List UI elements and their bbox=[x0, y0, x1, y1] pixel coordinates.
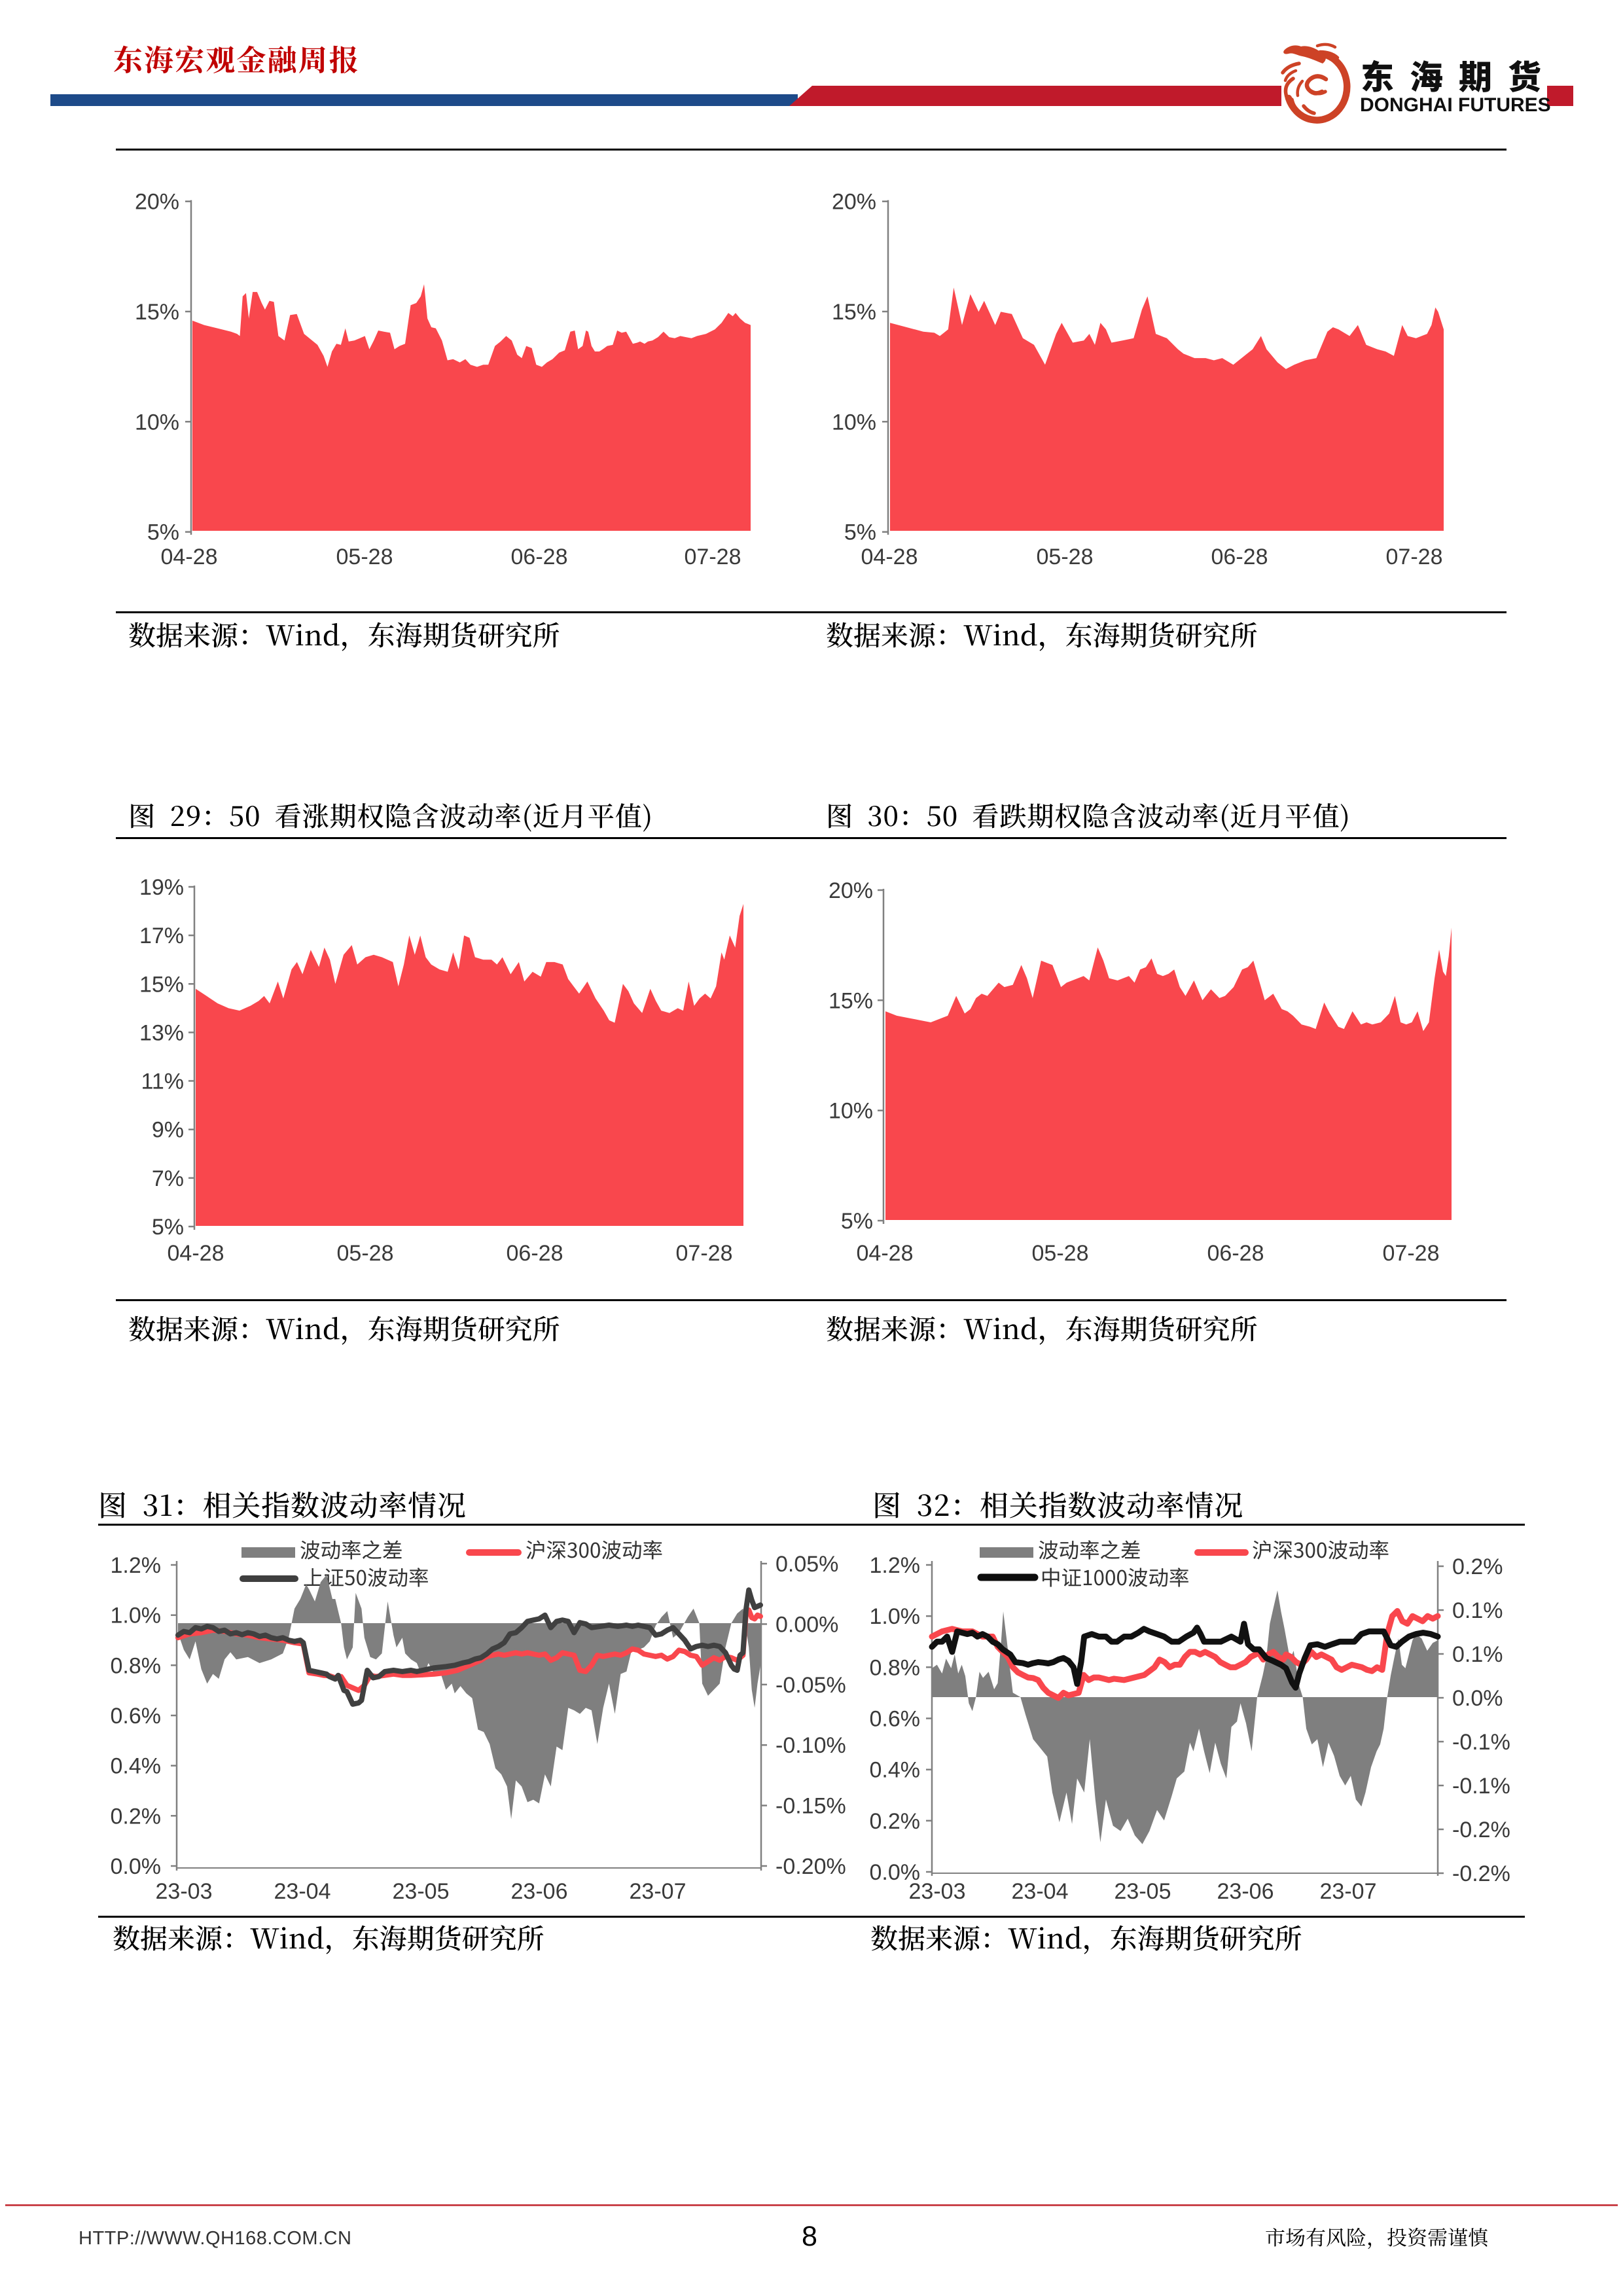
svg-text:7%: 7% bbox=[152, 1166, 184, 1191]
svg-text:1.0%: 1.0% bbox=[111, 1604, 162, 1628]
svg-text:15%: 15% bbox=[139, 972, 184, 997]
svg-text:0.4%: 0.4% bbox=[111, 1754, 162, 1779]
svg-text:0.1%: 0.1% bbox=[1452, 1598, 1503, 1623]
svg-text:0.8%: 0.8% bbox=[111, 1653, 162, 1678]
svg-text:11%: 11% bbox=[141, 1069, 184, 1094]
svg-text:0.0%: 0.0% bbox=[870, 1860, 921, 1885]
svg-text:04-28: 04-28 bbox=[861, 545, 918, 569]
svg-text:HTTP://WWW.QH168.COM.CN: HTTP://WWW.QH168.COM.CN bbox=[79, 2228, 352, 2249]
svg-text:20%: 20% bbox=[829, 878, 873, 903]
svg-text:07-28: 07-28 bbox=[1383, 1241, 1440, 1266]
svg-text:23-03: 23-03 bbox=[156, 1879, 213, 1904]
svg-text:05-28: 05-28 bbox=[1032, 1241, 1089, 1266]
svg-text:19%: 19% bbox=[139, 875, 184, 900]
svg-text:0.0%: 0.0% bbox=[1452, 1686, 1503, 1711]
svg-text:-0.05%: -0.05% bbox=[776, 1673, 846, 1698]
svg-text:04-28: 04-28 bbox=[857, 1241, 914, 1266]
svg-text:15%: 15% bbox=[829, 988, 873, 1013]
svg-text:0.4%: 0.4% bbox=[870, 1758, 921, 1783]
svg-text:23-03: 23-03 bbox=[909, 1879, 966, 1904]
svg-text:-0.20%: -0.20% bbox=[776, 1854, 846, 1879]
svg-text:0.2%: 0.2% bbox=[111, 1804, 162, 1829]
svg-text:20%: 20% bbox=[832, 190, 876, 215]
svg-text:1.2%: 1.2% bbox=[870, 1553, 921, 1578]
svg-text:07-28: 07-28 bbox=[685, 545, 741, 569]
svg-text:23-05: 23-05 bbox=[393, 1879, 450, 1904]
svg-text:-0.15%: -0.15% bbox=[776, 1794, 846, 1819]
svg-text:04-28: 04-28 bbox=[161, 545, 218, 569]
svg-text:06-28: 06-28 bbox=[507, 1241, 563, 1266]
svg-text:0.00%: 0.00% bbox=[776, 1612, 838, 1637]
svg-text:0.05%: 0.05% bbox=[776, 1552, 838, 1577]
svg-text:-0.10%: -0.10% bbox=[776, 1733, 846, 1758]
svg-text:1.0%: 1.0% bbox=[870, 1604, 921, 1629]
svg-text:DONGHAI FUTURES: DONGHAI FUTURES bbox=[1360, 94, 1551, 116]
svg-text:1.2%: 1.2% bbox=[111, 1553, 162, 1578]
svg-text:10%: 10% bbox=[832, 410, 876, 435]
svg-text:23-05: 23-05 bbox=[1115, 1879, 1171, 1904]
svg-text:8: 8 bbox=[802, 2221, 817, 2252]
svg-text:05-28: 05-28 bbox=[336, 545, 393, 569]
svg-text:23-04: 23-04 bbox=[1012, 1879, 1069, 1904]
svg-text:06-28: 06-28 bbox=[1211, 545, 1268, 569]
svg-text:10%: 10% bbox=[829, 1099, 873, 1124]
svg-text:-0.2%: -0.2% bbox=[1452, 1818, 1510, 1842]
svg-text:20%: 20% bbox=[135, 190, 179, 215]
svg-text:0.6%: 0.6% bbox=[870, 1707, 921, 1732]
svg-text:13%: 13% bbox=[139, 1020, 184, 1045]
svg-text:5%: 5% bbox=[152, 1215, 184, 1240]
svg-text:5%: 5% bbox=[844, 520, 876, 545]
svg-text:-0.1%: -0.1% bbox=[1452, 1730, 1510, 1755]
svg-text:05-28: 05-28 bbox=[337, 1241, 394, 1266]
svg-text:23-06: 23-06 bbox=[511, 1879, 568, 1904]
svg-text:06-28: 06-28 bbox=[511, 545, 568, 569]
svg-text:07-28: 07-28 bbox=[676, 1241, 733, 1266]
svg-text:0.8%: 0.8% bbox=[870, 1655, 921, 1680]
svg-text:0.0%: 0.0% bbox=[111, 1854, 162, 1879]
svg-text:-0.2%: -0.2% bbox=[1452, 1861, 1510, 1886]
svg-text:9%: 9% bbox=[152, 1118, 184, 1143]
svg-text:15%: 15% bbox=[135, 300, 179, 325]
svg-text:0.2%: 0.2% bbox=[1452, 1554, 1503, 1579]
svg-text:23-06: 23-06 bbox=[1217, 1879, 1274, 1904]
svg-text:04-28: 04-28 bbox=[168, 1241, 224, 1266]
svg-text:0.6%: 0.6% bbox=[111, 1704, 162, 1729]
svg-text:23-07: 23-07 bbox=[1320, 1879, 1377, 1904]
svg-text:15%: 15% bbox=[832, 300, 876, 325]
svg-text:5%: 5% bbox=[841, 1209, 873, 1234]
svg-text:05-28: 05-28 bbox=[1037, 545, 1094, 569]
svg-text:-0.1%: -0.1% bbox=[1452, 1774, 1510, 1799]
svg-text:10%: 10% bbox=[135, 410, 179, 435]
svg-text:23-07: 23-07 bbox=[630, 1879, 687, 1904]
svg-text:06-28: 06-28 bbox=[1207, 1241, 1264, 1266]
svg-text:0.2%: 0.2% bbox=[870, 1809, 921, 1834]
svg-text:23-04: 23-04 bbox=[274, 1879, 331, 1904]
svg-text:5%: 5% bbox=[147, 520, 179, 545]
svg-text:07-28: 07-28 bbox=[1386, 545, 1443, 569]
svg-text:17%: 17% bbox=[139, 924, 184, 948]
svg-text:0.1%: 0.1% bbox=[1452, 1642, 1503, 1667]
